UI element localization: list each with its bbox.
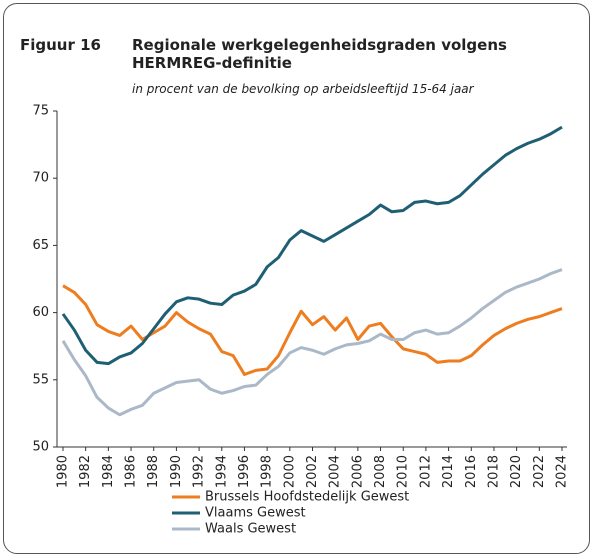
x-tick-label: 2022 xyxy=(532,455,547,488)
frame xyxy=(3,3,590,554)
x-tick-label: 2020 xyxy=(509,455,524,488)
x-tick-label: 1988 xyxy=(146,455,161,488)
legend-label: Waals Gewest xyxy=(205,522,296,537)
x-tick-label: 1980 xyxy=(56,455,71,488)
y-tick-label: 55 xyxy=(32,372,49,387)
x-tick-label: 2014 xyxy=(441,455,456,488)
x-tick-label: 2012 xyxy=(418,455,433,488)
x-tick-label: 1984 xyxy=(101,455,116,488)
x-tick-label: 2010 xyxy=(396,455,411,488)
y-tick-label: 60 xyxy=(32,305,49,320)
x-tick-label: 2024 xyxy=(555,455,570,488)
x-tick-label: 2008 xyxy=(373,455,388,488)
x-tick-label: 2006 xyxy=(350,455,365,488)
x-tick-label: 1990 xyxy=(169,455,184,488)
y-tick-label: 75 xyxy=(32,104,49,119)
x-tick-label: 2016 xyxy=(464,455,479,488)
figure-label: Figuur 16 xyxy=(20,36,101,54)
x-tick-label: 2000 xyxy=(282,455,297,488)
x-tick-label: 1996 xyxy=(237,455,252,488)
x-tick-label: 1994 xyxy=(214,455,229,488)
x-tick-label: 1992 xyxy=(192,455,207,488)
x-tick-label: 2018 xyxy=(486,455,501,488)
chart-title: Regionale werkgelegenheidsgraden volgens… xyxy=(132,36,507,72)
x-tick-label: 1982 xyxy=(78,455,93,488)
legend-label: Brussels Hoofdstedelijk Gewest xyxy=(205,490,409,505)
legend-label: Vlaams Gewest xyxy=(205,506,306,521)
x-tick-label: 1986 xyxy=(124,455,139,488)
chart-subtitle: in procent van de bevolking op arbeidsle… xyxy=(132,82,474,96)
series-line xyxy=(61,125,563,366)
x-tick-label: 2004 xyxy=(328,455,343,488)
x-tick-label: 2002 xyxy=(305,455,320,488)
series-line xyxy=(62,284,563,376)
series-line xyxy=(61,268,563,417)
y-tick-label: 65 xyxy=(32,238,49,253)
x-tick-label: 1998 xyxy=(260,455,275,488)
y-tick-label: 50 xyxy=(32,440,49,455)
y-tick-label: 70 xyxy=(32,171,49,186)
